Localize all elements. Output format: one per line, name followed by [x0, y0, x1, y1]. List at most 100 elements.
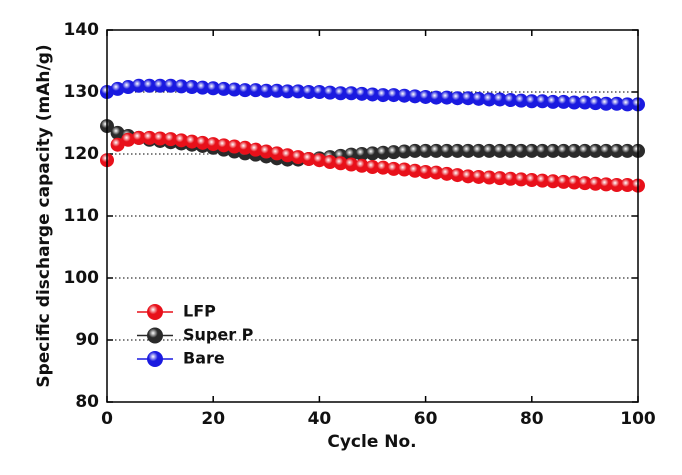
data-point	[577, 95, 592, 110]
data-point	[588, 176, 603, 191]
data-point	[609, 96, 624, 111]
data-point	[195, 135, 210, 150]
data-point	[291, 84, 306, 99]
data-point	[376, 160, 391, 175]
data-point	[142, 130, 157, 145]
x-tick-label: 100	[620, 409, 656, 429]
x-tick-label: 20	[201, 409, 225, 429]
data-point	[184, 80, 199, 95]
data-point	[482, 143, 497, 158]
data-point	[110, 137, 125, 152]
data-point	[556, 174, 571, 189]
data-point	[397, 144, 412, 159]
data-point	[599, 177, 614, 192]
data-point	[407, 143, 422, 158]
data-point	[482, 92, 497, 107]
y-tick-label: 100	[64, 268, 100, 288]
data-point	[344, 86, 359, 101]
data-point	[269, 146, 284, 161]
data-point	[429, 165, 444, 180]
data-point	[206, 137, 221, 152]
x-axis-title: Cycle No.	[327, 432, 416, 452]
data-point	[397, 88, 412, 103]
y-axis-title: Specific discharge capacity (mAh/g)	[34, 44, 54, 387]
data-point	[418, 164, 433, 179]
data-point	[482, 170, 497, 185]
data-point	[163, 132, 178, 147]
data-point	[195, 80, 210, 95]
data-point	[184, 134, 199, 149]
data-point	[471, 143, 486, 158]
data-point	[471, 91, 486, 106]
data-point	[439, 166, 454, 181]
data-point	[121, 80, 136, 95]
data-point	[599, 143, 614, 158]
data-point	[567, 95, 582, 110]
data-point	[312, 153, 327, 168]
data-point	[450, 168, 465, 183]
legend-label: Super P	[183, 325, 254, 344]
data-point	[514, 172, 529, 187]
data-point	[577, 176, 592, 191]
data-point	[280, 148, 295, 163]
data-point	[418, 143, 433, 158]
data-point	[333, 156, 348, 171]
data-point	[492, 171, 507, 186]
data-point	[131, 78, 146, 93]
data-point	[503, 93, 518, 108]
data-point	[556, 143, 571, 158]
data-point	[206, 81, 221, 96]
data-point	[365, 160, 380, 175]
data-point	[333, 86, 348, 101]
data-point	[174, 79, 189, 94]
data-point	[503, 171, 518, 186]
data-point	[450, 91, 465, 106]
data-point	[153, 78, 168, 93]
data-point	[216, 138, 231, 153]
data-point	[354, 86, 369, 101]
data-point	[259, 144, 274, 159]
data-point	[492, 143, 507, 158]
data-point	[238, 83, 253, 98]
data-point	[461, 91, 476, 106]
data-point	[535, 143, 550, 158]
data-point	[514, 93, 529, 108]
data-point	[153, 131, 168, 146]
data-point	[248, 142, 263, 157]
data-point	[620, 143, 635, 158]
data-point	[450, 143, 465, 158]
data-point	[524, 173, 539, 188]
data-point	[227, 82, 242, 97]
y-tick-label: 140	[64, 20, 100, 40]
data-point	[238, 140, 253, 155]
data-point	[354, 158, 369, 173]
data-point	[439, 90, 454, 105]
x-tick-label: 80	[520, 409, 544, 429]
data-point	[323, 85, 338, 100]
y-tick-label: 90	[75, 330, 99, 350]
data-point	[567, 143, 582, 158]
y-tick-label: 120	[64, 144, 100, 164]
data-point	[471, 169, 486, 184]
data-point	[461, 169, 476, 184]
x-tick-label: 60	[414, 409, 438, 429]
data-point	[514, 143, 529, 158]
data-point	[620, 178, 635, 192]
data-point	[492, 92, 507, 107]
data-point	[609, 143, 624, 158]
data-point	[588, 96, 603, 111]
data-point	[577, 143, 592, 158]
data-point	[312, 85, 327, 99]
data-point	[163, 78, 178, 93]
legend-marker	[147, 351, 163, 367]
data-point	[365, 146, 380, 161]
data-point	[280, 84, 295, 99]
data-point	[121, 132, 136, 147]
data-point	[609, 178, 624, 192]
data-point	[227, 139, 242, 154]
data-point	[407, 163, 422, 178]
legend-marker	[147, 304, 163, 320]
data-point	[216, 81, 231, 96]
x-tick-label: 0	[101, 409, 113, 429]
